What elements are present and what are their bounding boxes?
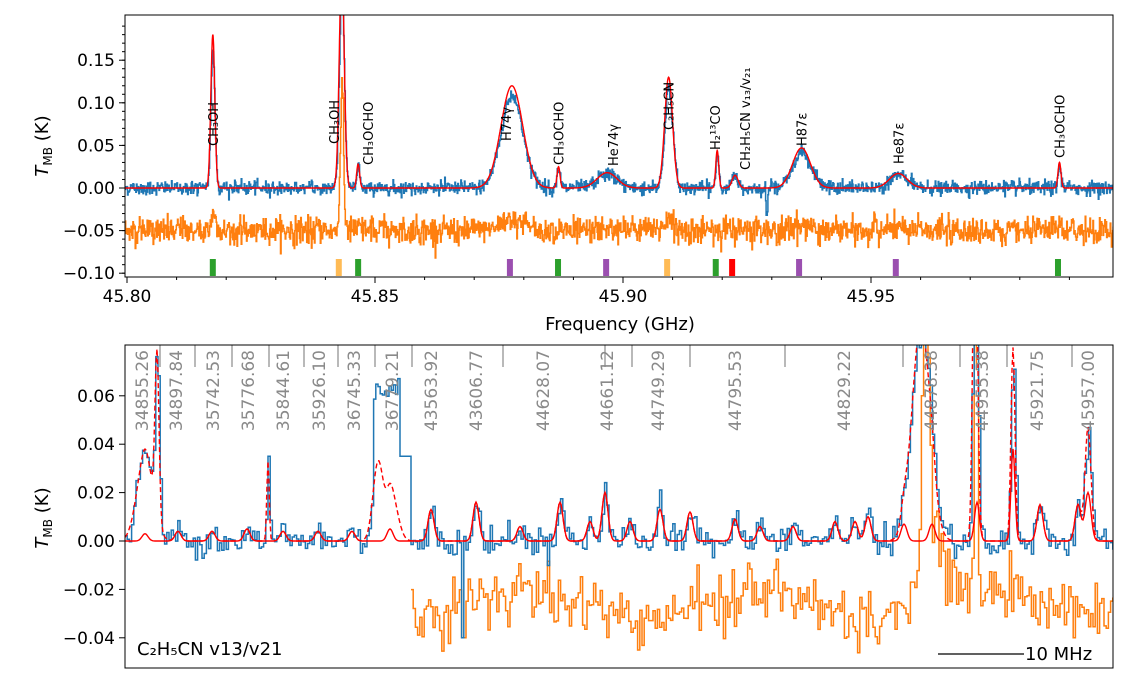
- segment-frequency-label: 35926.10: [310, 350, 330, 431]
- segment-frequency-label: 34855.26: [133, 350, 153, 431]
- top-x-axis-label: Frequency (GHz): [545, 314, 695, 335]
- y-tick-label: 0.06: [77, 387, 115, 407]
- segment-frequency-label: 44749.29: [649, 350, 669, 431]
- line-label: CH₃OH: [328, 100, 343, 144]
- segment-frequency-label: 45957.00: [1079, 350, 1099, 431]
- y-tick-label: −0.04: [63, 629, 115, 649]
- line-label: CH₃OCHO: [1053, 95, 1068, 158]
- line-label: CH₃OCHO: [362, 102, 377, 165]
- segment-frequency-label: 43563.92: [422, 350, 442, 431]
- model-spectrum: [125, 15, 1113, 189]
- y-tick-label: −0.02: [63, 580, 115, 600]
- segment-frequency-label: 43606.77: [467, 350, 487, 431]
- segment-frequency-label: 44829.22: [835, 350, 855, 431]
- residual-spectrum: [125, 76, 1113, 259]
- y-tick-label: −0.10: [63, 264, 115, 284]
- line-marker: [796, 259, 803, 276]
- y-tick-label: 0.05: [77, 136, 115, 156]
- x-tick-label: 45.85: [351, 287, 400, 307]
- line-label: CH₃OCHO: [553, 102, 568, 165]
- bottom-y-axis-label: TMB (K): [32, 487, 55, 548]
- line-marker: [603, 259, 610, 276]
- segment-frequency-label: 35844.61: [274, 350, 294, 431]
- bottom-plot-frame: [124, 344, 1114, 669]
- y-tick-label: 0.04: [77, 435, 115, 455]
- x-tick-label: 45.90: [599, 287, 648, 307]
- line-marker: [664, 259, 671, 276]
- y-tick-label: 0.02: [77, 484, 115, 504]
- line-marker: [555, 259, 562, 276]
- line-marker: [506, 259, 513, 276]
- species-annotation: C₂H₅CN v13/v21: [137, 639, 282, 660]
- top-plot-frame: [124, 14, 1114, 278]
- top-y-axis-label: TMB (K): [32, 115, 55, 176]
- bottom-panel: 34855.26 34897.84 35742.53 35776.68 35844.61…: [32, 344, 1114, 669]
- y-tick-label: 0.15: [77, 51, 115, 71]
- segment-frequency-label: 34897.84: [167, 350, 187, 431]
- line-label: He87ε: [892, 123, 907, 164]
- line-label: H₂¹³CO: [709, 105, 724, 150]
- line-marker: [209, 259, 216, 276]
- line-label: CH₂H₅CN v₁₃/v₂₁: [739, 67, 754, 170]
- scale-bar-label: 10 MHz: [1025, 644, 1092, 665]
- segment-frequency-label: 44661.12: [598, 350, 618, 431]
- x-tick-label: 45.95: [847, 287, 896, 307]
- x-tick-label: 45.80: [103, 287, 152, 307]
- line-marker: [355, 259, 362, 276]
- line-marker: [335, 259, 342, 276]
- segment-frequency-label: 35776.68: [239, 350, 259, 431]
- observed-spectrum: [125, 345, 1113, 639]
- segment-frequency-label: 45921.75: [1028, 350, 1048, 431]
- line-marker: [712, 259, 719, 276]
- segment-frequency-label: 36745.33: [345, 350, 365, 431]
- line-label: H87ε: [796, 113, 811, 146]
- segment-frequency-label: 44955.38: [973, 350, 993, 431]
- line-marker: [892, 259, 899, 276]
- line-label: C₂H₅CN: [663, 82, 678, 130]
- segment-frequency-label: 44628.07: [534, 350, 554, 431]
- segment-frequency-label: 36779.21: [383, 350, 403, 431]
- y-tick-label: 0.10: [77, 94, 115, 114]
- line-marker: [729, 259, 736, 276]
- y-tick-label: −0.05: [63, 222, 115, 242]
- segment-frequency-label: 35742.53: [204, 350, 224, 431]
- segment-frequency-label: 44795.53: [726, 350, 746, 431]
- line-label: H74γ: [500, 107, 515, 141]
- species-model: [125, 448, 1113, 542]
- line-label: He74γ: [607, 124, 622, 166]
- segment-frequency-label: 44878.38: [922, 350, 942, 431]
- y-tick-label: 0.00: [77, 179, 115, 199]
- line-label: CH₃OH: [207, 102, 222, 146]
- top-panel: CH₃OH CH₃OH CH₃OCHO H74γ CH₃OCHO He74γ C₂H₅CN H…: [32, 14, 1114, 335]
- residual-spectrum: [411, 345, 1113, 654]
- y-tick-label: 0.00: [77, 532, 115, 552]
- line-marker: [1054, 259, 1061, 276]
